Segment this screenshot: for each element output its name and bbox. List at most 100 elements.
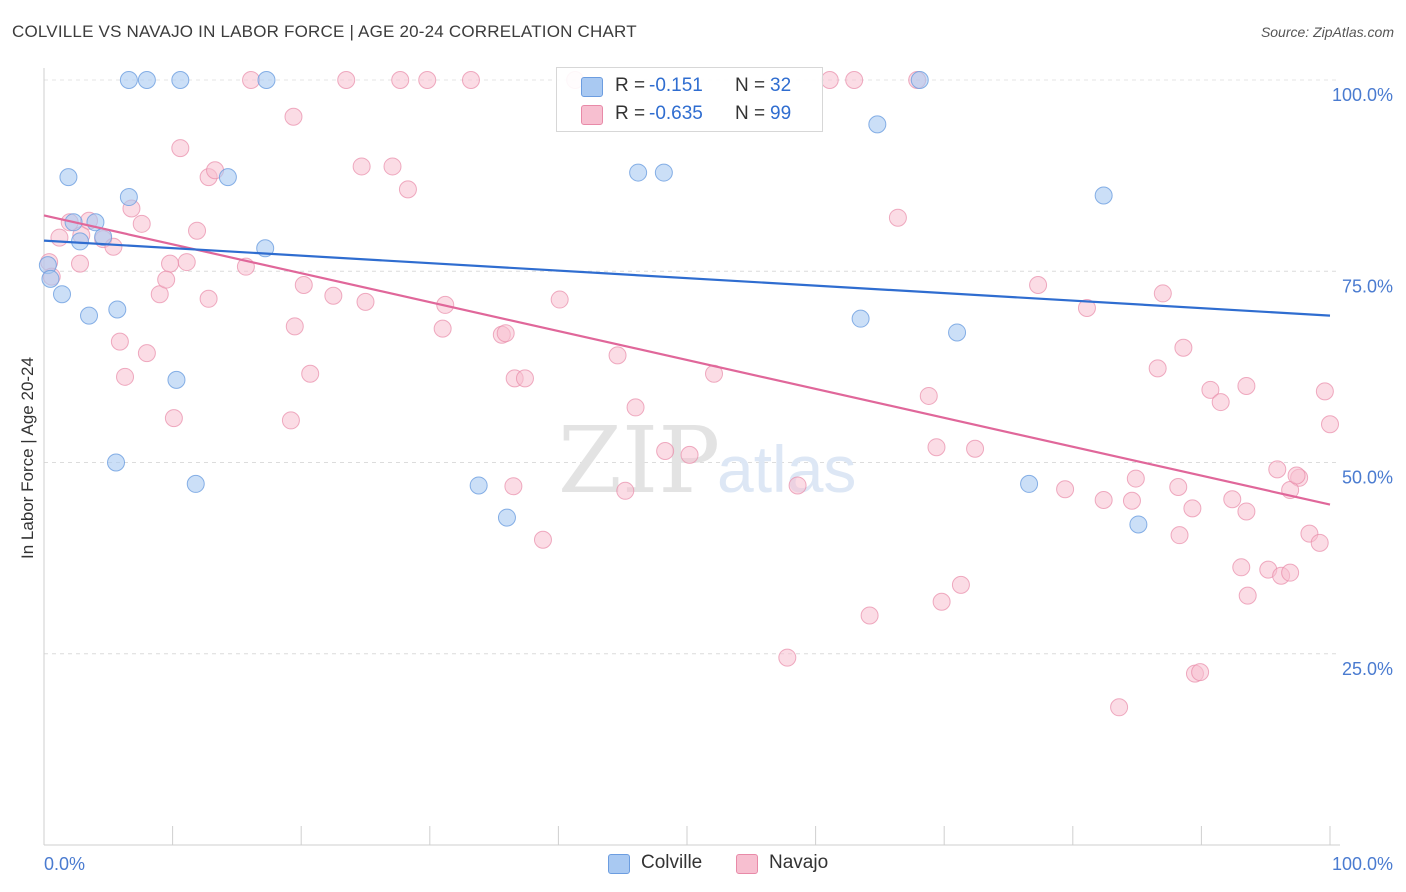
colville-point: [497, 508, 516, 527]
navajo-point: [550, 290, 569, 309]
navajo-point: [161, 254, 180, 273]
navajo-point: [50, 228, 69, 247]
colville-label: Colville: [641, 852, 703, 873]
colville-point: [1020, 474, 1039, 493]
navajo-point: [337, 71, 356, 89]
navajo-point: [284, 107, 303, 126]
navajo-point: [496, 324, 515, 343]
watermark-atlas: atlas: [717, 432, 856, 506]
navajo-point: [845, 71, 864, 89]
chart-title: COLVILLE VS NAVAJO IN LABOR FORCE | AGE …: [12, 22, 637, 41]
navajo-point: [285, 317, 304, 336]
navajo-point: [515, 369, 534, 388]
navajo-point: [171, 139, 190, 158]
colville-point: [851, 309, 870, 328]
legend-r-label: R =: [615, 75, 646, 96]
legend-r-value: -0.151: [649, 75, 703, 96]
navajo-point: [1174, 338, 1193, 357]
navajo-point: [418, 71, 437, 89]
navajo-point: [1237, 502, 1256, 521]
navajo-point: [352, 157, 371, 176]
navajo-point: [1122, 491, 1141, 510]
navajo-point: [383, 157, 402, 176]
legend-r-value: -0.635: [649, 103, 703, 124]
legend-n-label: N =: [735, 75, 766, 96]
navajo-point: [1232, 558, 1251, 577]
navajo-point: [324, 286, 343, 305]
navajo-point: [1148, 359, 1167, 378]
navajo-point: [1310, 533, 1329, 552]
navajo-point: [778, 648, 797, 667]
navajo-point: [932, 592, 951, 611]
navajo-point: [1126, 469, 1145, 488]
stats-legend: R = -0.151 N = 32 R = -0.635 N = 99: [556, 67, 823, 132]
navajo-point: [1315, 382, 1334, 401]
source-label: Source: ZipAtlas.com: [1260, 24, 1394, 40]
navajo-point: [1238, 586, 1257, 605]
navajo-point: [860, 606, 879, 625]
navajo-point: [1211, 393, 1230, 412]
colville-point: [171, 71, 190, 89]
colville-point: [167, 370, 186, 389]
y-tick-label: 75.0%: [1342, 276, 1393, 296]
navajo-point: [1029, 276, 1048, 295]
navajo-point: [616, 481, 635, 500]
navajo-point: [1056, 480, 1075, 499]
colville-trend-line: [43, 239, 1331, 317]
navajo-point: [1153, 284, 1172, 303]
navajo-point: [164, 409, 183, 428]
x-tick-label: 0.0%: [44, 854, 85, 874]
colville-point: [654, 163, 673, 182]
navajo-point: [656, 442, 675, 461]
navajo-point: [966, 439, 985, 458]
y-tick-label: 50.0%: [1342, 468, 1393, 488]
navajo-point: [888, 208, 907, 227]
navajo-point: [199, 289, 218, 308]
navajo-point: [1169, 477, 1188, 496]
navajo-points: [40, 71, 1339, 717]
navajo-point: [1201, 380, 1220, 399]
colville-point: [218, 168, 237, 187]
y-tick-label: 100.0%: [1332, 85, 1393, 105]
navajo-point: [680, 445, 699, 464]
navajo-point: [1183, 499, 1202, 518]
legend-row-colville: R = -0.151 N = 32: [557, 73, 822, 99]
navajo-swatch: [736, 854, 758, 874]
navajo-point: [626, 398, 645, 417]
navajo-point: [788, 476, 807, 495]
colville-point: [59, 168, 78, 187]
navajo-point: [242, 71, 261, 89]
navajo-point: [71, 254, 90, 273]
colville-point: [41, 269, 60, 288]
navajo-point: [951, 575, 970, 594]
navajo-point: [132, 214, 151, 233]
navajo-point: [927, 438, 946, 457]
navajo-point: [461, 71, 480, 89]
navajo-point: [1191, 663, 1210, 682]
navajo-point: [504, 477, 523, 496]
navajo-point: [356, 292, 375, 311]
colville-swatch: [581, 77, 603, 97]
navajo-point: [137, 344, 156, 363]
trend-lines: [43, 214, 1331, 506]
navajo-point: [1287, 466, 1306, 485]
colville-point: [1094, 186, 1113, 205]
navajo-point: [1237, 377, 1256, 395]
navajo-point: [1077, 298, 1096, 317]
navajo-point: [177, 253, 196, 272]
grid-lines: [44, 79, 1340, 655]
navajo-point: [1223, 490, 1242, 509]
navajo-point: [281, 411, 300, 430]
navajo-label: Navajo: [769, 852, 829, 873]
navajo-point: [110, 332, 129, 351]
colville-point: [948, 323, 967, 342]
colville-swatch: [608, 854, 630, 874]
colville-point: [868, 115, 887, 134]
legend-n-value: 99: [770, 103, 792, 124]
navajo-point: [116, 367, 135, 386]
navajo-point: [533, 530, 552, 549]
y-tick-label: 25.0%: [1342, 659, 1393, 679]
colville-point: [186, 474, 205, 493]
navajo-point: [294, 276, 313, 295]
